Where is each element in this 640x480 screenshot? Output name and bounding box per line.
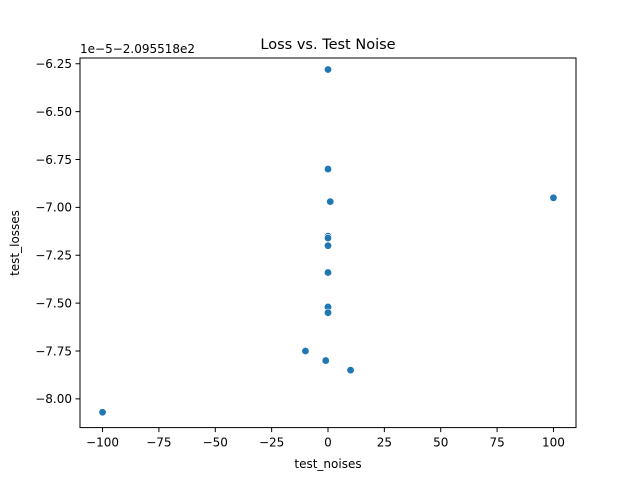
y-axis-label: test_losses [8,210,22,276]
x-tick-label: −75 [146,436,171,450]
chart-title: Loss vs. Test Noise [260,37,395,53]
data-point-2 [326,197,335,206]
x-axis-label: test_noises [294,457,361,471]
y-tick-label: −6.50 [35,105,72,119]
y-tick-label: −7.00 [35,201,72,215]
x-tick-label: 50 [433,436,448,450]
x-tick-label: 25 [377,436,392,450]
data-point-9 [323,308,332,317]
x-tick-label: 75 [489,436,504,450]
y-tick-label: −8.00 [35,392,72,406]
data-point-10 [301,346,310,355]
y-tick-label: −6.75 [35,153,72,167]
data-point-12 [346,366,355,375]
x-tick-label: −50 [203,436,228,450]
y-offset-text: 1e−5−2.095518e2 [80,42,195,56]
data-point-7 [323,268,332,277]
data-point-5 [323,234,332,243]
y-tick-label: −7.75 [35,344,72,358]
y-tick-label: −6.25 [35,57,72,71]
x-tick-label: −25 [259,436,284,450]
data-point-0 [323,65,332,74]
y-tick-label: −7.50 [35,296,72,310]
data-point-3 [549,193,558,202]
x-tick-label: 100 [542,436,565,450]
data-point-11 [321,356,330,365]
y-tick-label: −7.25 [35,249,72,263]
data-point-1 [323,165,332,174]
data-point-13 [98,408,107,417]
x-tick-label: −100 [86,436,119,450]
x-tick-label: 0 [324,436,332,450]
data-point-6 [323,241,332,250]
